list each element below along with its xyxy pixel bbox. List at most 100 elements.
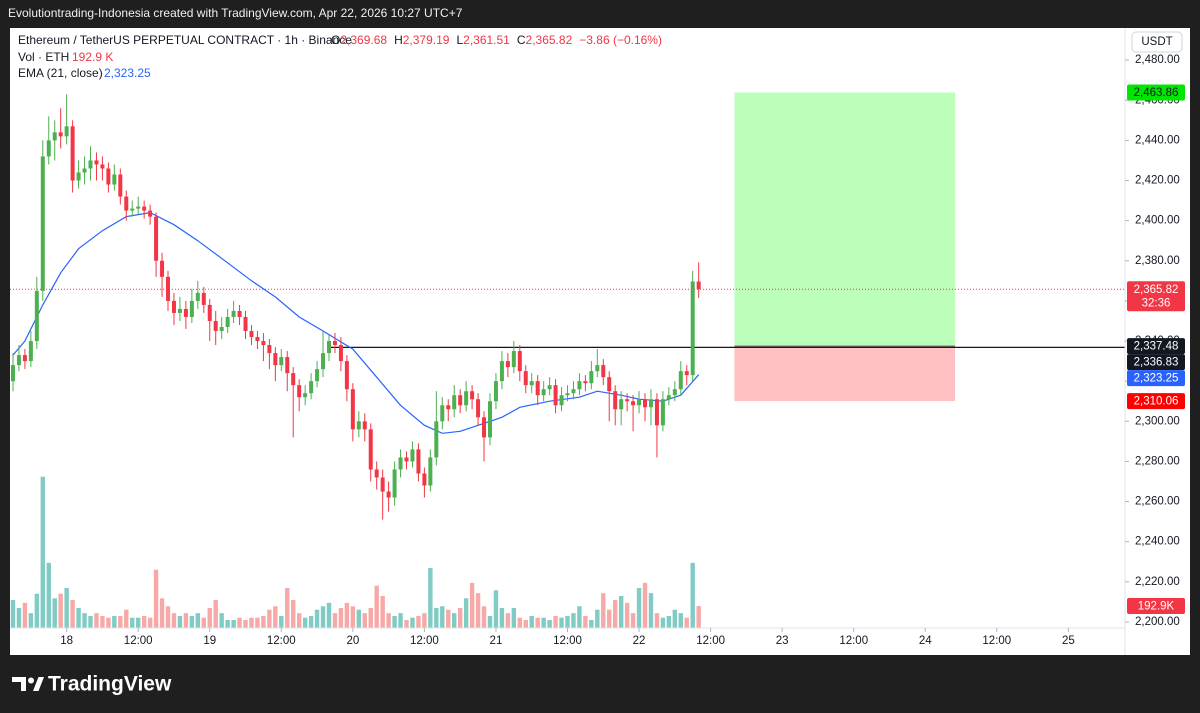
candle-body — [136, 206, 141, 209]
x-tick-label: 12:00 — [267, 635, 296, 647]
candle-body — [177, 308, 182, 313]
volume-bar — [499, 608, 505, 628]
volume-bar — [601, 593, 606, 628]
candle-body — [118, 174, 123, 197]
volume-bar — [416, 616, 421, 628]
candle-body — [148, 210, 153, 217]
ohlc-value: 2,369.68 — [340, 33, 387, 47]
candle-body — [643, 399, 648, 408]
candle-body — [285, 357, 290, 374]
volume-bar — [296, 613, 302, 628]
volume-bar — [553, 616, 558, 628]
stop-zone — [734, 346, 956, 402]
currency[interactable]: USDT — [1141, 36, 1172, 48]
candle-body — [648, 399, 653, 408]
volume-bar — [511, 608, 517, 628]
brand-logo: TradingView — [12, 673, 172, 696]
volume-bar — [332, 613, 338, 628]
volume-bar — [434, 608, 439, 628]
candle-body — [577, 381, 582, 390]
x-tick-label: 20 — [346, 635, 359, 647]
volume-bar — [595, 609, 600, 628]
volume-bar — [607, 609, 612, 628]
candle-body — [529, 381, 534, 386]
y-tick-label: 2,280.00 — [1135, 455, 1180, 467]
volume-bar — [82, 613, 87, 628]
candle-body — [672, 389, 677, 396]
candle-body — [690, 281, 695, 376]
volume-bar — [273, 606, 278, 628]
candle-body — [183, 308, 188, 317]
stop-tag-label: 2,310.06 — [1134, 396, 1179, 408]
candle-body — [428, 457, 433, 486]
volume-bar — [10, 600, 16, 628]
volume-bar — [22, 602, 28, 628]
candle-body — [237, 310, 242, 317]
volume-bar — [243, 620, 248, 628]
candle-body — [482, 417, 487, 438]
candle-body — [684, 371, 689, 376]
candle-body — [452, 395, 457, 410]
candle-body — [493, 381, 498, 402]
hline-tag-label: 2,336.83 — [1134, 357, 1179, 369]
volume-bar — [463, 598, 469, 628]
candle-body — [291, 373, 296, 386]
ema-name: EMA (21, close) — [18, 66, 103, 80]
candle-body — [547, 385, 552, 390]
candle-body — [309, 381, 314, 394]
volume-bar — [249, 617, 254, 628]
y-tick-label: 2,220.00 — [1135, 576, 1180, 588]
volume-bar — [577, 606, 582, 628]
candle-body — [100, 164, 105, 169]
candle-body — [386, 491, 391, 498]
volume-bar — [285, 588, 290, 628]
candle-body — [422, 473, 427, 486]
volume-bar — [648, 593, 654, 628]
candle-body — [46, 140, 51, 157]
volume-bar — [642, 582, 648, 628]
candle-body — [553, 385, 558, 406]
volume-bar — [350, 606, 356, 628]
candle-body — [583, 381, 588, 384]
ohlc-field: L2,361.51 — [456, 33, 510, 47]
candle-body — [559, 395, 564, 406]
candle-body — [398, 457, 403, 470]
y-tick-label: 2,400.00 — [1135, 215, 1180, 227]
ema-value: 2,323.25 — [104, 66, 151, 80]
last-price-tag-countdown: 32:36 — [1142, 297, 1171, 309]
candle-body — [142, 206, 147, 211]
candle-body — [332, 341, 337, 346]
candle-body — [535, 381, 540, 396]
volume-bar — [481, 606, 487, 628]
volume-bar — [70, 600, 75, 628]
candle-body — [124, 196, 129, 211]
volume-bar — [183, 613, 189, 628]
volume-bar — [255, 617, 260, 628]
volume-bar — [124, 609, 129, 628]
currency-button[interactable] — [1131, 31, 1183, 53]
candle-body — [589, 371, 594, 384]
candle-body — [171, 300, 176, 313]
volume-bar — [374, 585, 379, 628]
volume-bar — [583, 616, 588, 628]
volume-bar — [201, 617, 206, 628]
candle-body — [666, 395, 671, 400]
candle-body — [404, 457, 409, 462]
volume-bar — [207, 608, 212, 628]
volume-bar — [571, 613, 576, 628]
volume-bar — [159, 598, 165, 628]
target-tag — [1127, 84, 1185, 101]
candle-body — [434, 421, 439, 458]
candle-body — [625, 399, 630, 402]
ohlc-field: O2,369.68 — [331, 33, 387, 47]
volume-bar — [165, 606, 171, 628]
candle-body — [166, 276, 171, 301]
candle-body — [660, 399, 665, 426]
volume-bar — [422, 613, 427, 628]
stop-tag — [1127, 393, 1185, 410]
volume-bar — [523, 620, 528, 628]
ohlc-key: H — [394, 33, 403, 47]
volume-bar — [141, 616, 147, 628]
candle-body — [82, 168, 87, 173]
